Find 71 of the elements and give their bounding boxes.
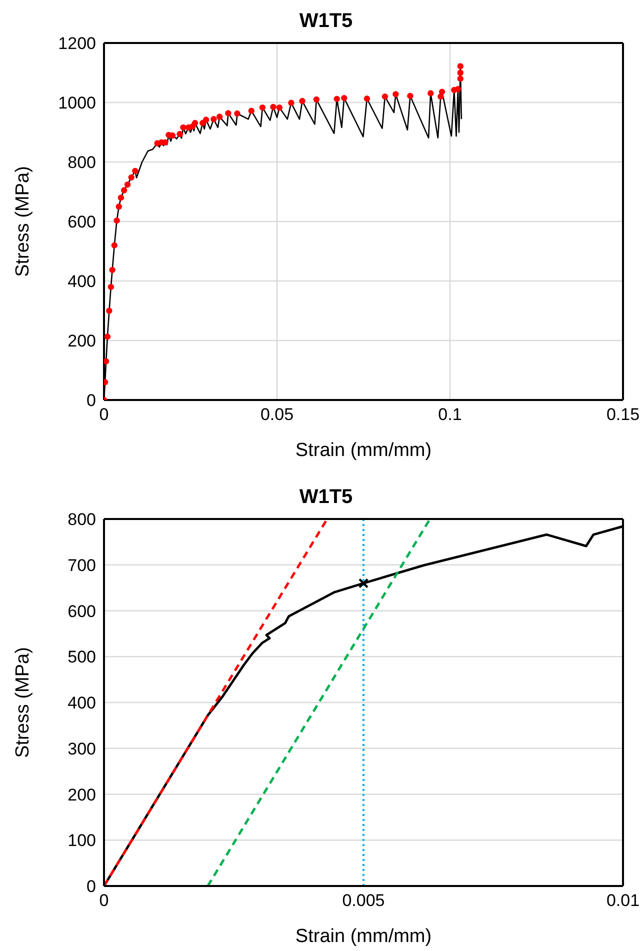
point	[438, 93, 444, 100]
point	[216, 114, 223, 120]
y-tick-label: 400	[68, 272, 96, 292]
point	[364, 96, 370, 102]
point	[276, 104, 283, 111]
y-tick-label: 500	[68, 648, 96, 667]
point	[334, 96, 340, 102]
point	[202, 116, 210, 123]
point	[106, 308, 112, 314]
x-axis-title: Strain (mm/mm)	[295, 440, 432, 461]
point	[180, 124, 186, 131]
point	[111, 242, 118, 248]
x-tick-label: 0.005	[342, 891, 385, 910]
point	[225, 110, 232, 116]
y-tick-label: 0	[86, 877, 96, 896]
x-tick-label: 0.01	[606, 891, 640, 910]
x-tick-label: 0	[99, 891, 109, 910]
point	[457, 63, 464, 70]
point	[270, 104, 276, 110]
x-tick-label: 0.1	[438, 405, 462, 424]
point	[120, 187, 128, 194]
point	[454, 86, 462, 92]
point	[118, 194, 124, 201]
y-axis-title: Stress (MPa)	[12, 647, 34, 758]
point	[116, 204, 122, 210]
y-tick-label: 1000	[58, 94, 96, 113]
y-tick-label: 0	[86, 391, 96, 410]
x-tick-label: 0.05	[260, 405, 294, 424]
point	[114, 218, 120, 224]
point	[438, 88, 446, 95]
point	[248, 108, 254, 114]
point	[176, 130, 183, 138]
y-axis-title: Stress (MPa)	[12, 166, 34, 277]
y-tick-label: 300	[68, 739, 96, 758]
point	[457, 76, 464, 82]
point	[104, 334, 111, 340]
y-tick-label: 600	[68, 602, 96, 621]
chart-title: W1T5	[298, 9, 354, 34]
point	[428, 90, 434, 96]
point	[192, 120, 198, 126]
point	[210, 116, 217, 122]
point	[234, 110, 240, 117]
y-tick-label: 100	[68, 831, 96, 850]
point	[132, 168, 138, 174]
point	[382, 93, 388, 100]
y-tick-label: 400	[68, 694, 96, 713]
point	[108, 284, 114, 290]
point	[169, 132, 176, 139]
point	[457, 70, 464, 76]
point	[341, 94, 348, 102]
point	[313, 96, 320, 103]
x-tick-label: 0.15	[606, 405, 640, 424]
y-tick-label: 1200	[58, 34, 96, 54]
point	[288, 100, 294, 106]
y-tick-label: 200	[68, 332, 96, 351]
chart-title: W1T5	[298, 485, 354, 510]
point	[407, 92, 414, 100]
y-tick-label: 200	[68, 785, 96, 804]
x-tick-label: 0	[99, 405, 109, 424]
y-tick-label: 800	[68, 510, 96, 530]
point	[392, 91, 399, 98]
point	[124, 182, 131, 188]
point	[128, 174, 134, 181]
y-tick-label: 600	[68, 212, 96, 232]
x-axis-title: Strain (mm/mm)	[295, 926, 432, 947]
point	[299, 98, 306, 104]
point	[259, 104, 266, 111]
point	[109, 266, 116, 274]
y-tick-label: 800	[68, 153, 96, 172]
point	[104, 358, 110, 364]
y-tick-label: 700	[68, 556, 96, 575]
